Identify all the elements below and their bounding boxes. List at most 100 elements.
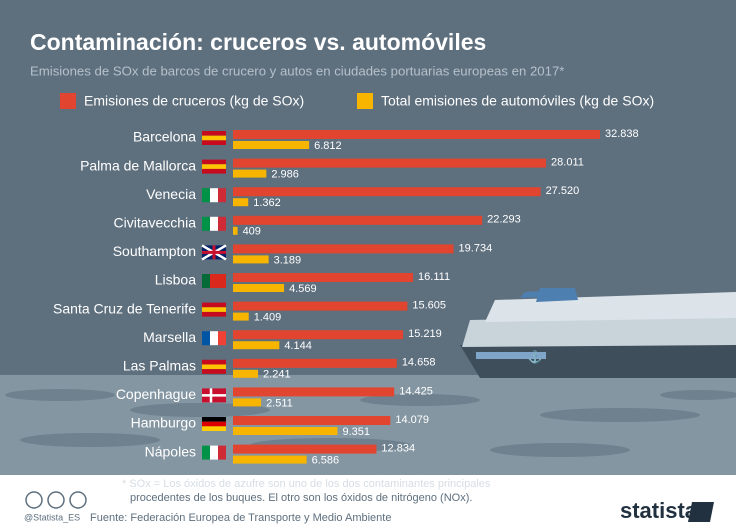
flag: [202, 312, 226, 317]
bar: [233, 416, 390, 425]
flag: [202, 364, 226, 369]
bar: [233, 198, 248, 206]
legend-swatch: [60, 93, 76, 109]
source: Fuente: Federación Europea de Transporte…: [90, 512, 391, 524]
flag: [202, 164, 226, 169]
category-label: Civitavecchia: [114, 215, 197, 231]
legend-label: Total emisiones de automóviles (kg de SO…: [381, 93, 654, 109]
flag: [218, 274, 226, 288]
flag: [202, 188, 210, 202]
flag: [202, 307, 226, 312]
credit: @Statista_ES: [24, 512, 80, 522]
logo-mark: [688, 502, 714, 522]
value-label: 12.834: [381, 443, 415, 455]
value-label: 28.011: [551, 157, 584, 169]
category-label: Copenhague: [116, 386, 196, 402]
value-label: 409: [243, 226, 261, 238]
bar: [233, 370, 258, 378]
value-label: 6.812: [314, 140, 342, 152]
value-label: 4.569: [289, 283, 317, 295]
flag: [210, 331, 218, 345]
category-label: Marsella: [143, 329, 196, 345]
value-label: 14.658: [402, 357, 436, 369]
value-label: 2.241: [263, 369, 291, 381]
bar: [233, 227, 238, 235]
category-label: Venecia: [146, 186, 196, 202]
bar: [233, 427, 338, 435]
flag: [202, 331, 210, 345]
flag: [202, 360, 226, 365]
value-label: 2.986: [271, 169, 299, 181]
flag: [210, 188, 218, 202]
flag: [202, 140, 226, 145]
flag: [210, 446, 218, 460]
bar: [233, 216, 482, 225]
value-label: 15.605: [412, 300, 446, 312]
svg-text:⚓: ⚓: [528, 350, 543, 364]
bar: [233, 456, 307, 464]
bar: [233, 141, 309, 149]
chart-title: Contaminación: cruceros vs. automóviles: [30, 29, 486, 55]
logo: statista: [620, 498, 698, 523]
category-label: Barcelona: [133, 129, 196, 145]
flag: [202, 303, 226, 308]
flag: [218, 217, 226, 231]
category-label: Hamburgo: [131, 415, 197, 431]
flag: [202, 426, 226, 431]
bar: [233, 255, 269, 263]
flag: [202, 274, 210, 288]
value-label: 2.511: [266, 397, 293, 409]
flag: [210, 217, 218, 231]
cruise-ship: ⚓: [460, 288, 736, 378]
category-label: Santa Cruz de Tenerife: [53, 300, 196, 316]
flag: [202, 446, 210, 460]
bar: [233, 341, 279, 349]
flag: [202, 131, 226, 136]
bar: [233, 359, 397, 368]
legend-label: Emisiones de cruceros (kg de SOx): [84, 93, 304, 109]
bar: [233, 330, 403, 339]
bar: [233, 387, 394, 396]
value-label: 19.734: [459, 242, 493, 254]
bar: [233, 284, 284, 292]
bar: [233, 159, 546, 168]
flag: [218, 188, 226, 202]
chart-subtitle: Emisiones de SOx de barcos de crucero y …: [30, 63, 564, 78]
value-label: 3.189: [274, 254, 302, 266]
category-label: Lisboa: [155, 272, 196, 288]
value-label: 9.351: [343, 426, 371, 438]
value-label: 15.219: [408, 328, 442, 340]
chart: ⚓ Contaminación: cruceros vs. automóvile…: [0, 0, 736, 529]
flag: [218, 331, 226, 345]
value-label: 27.520: [546, 185, 580, 197]
value-label: 16.111: [418, 271, 450, 283]
flag: [202, 160, 226, 165]
value-label: 32.838: [605, 128, 639, 140]
value-label: 22.293: [487, 214, 521, 226]
category-label: Palma de Mallorca: [80, 157, 196, 173]
bar: [233, 187, 541, 196]
flag: [202, 417, 226, 422]
value-label: 14.079: [395, 414, 429, 426]
value-label: 4.144: [284, 340, 312, 352]
legend-swatch: [357, 93, 373, 109]
bar: [233, 313, 249, 321]
value-label: 6.586: [312, 455, 340, 467]
flag: [202, 217, 210, 231]
flag: [202, 422, 226, 427]
flag: [218, 446, 226, 460]
bar: [233, 398, 261, 406]
bar: [233, 244, 454, 253]
footnote: * SOx = Los óxidos de azufre son uno de …: [122, 478, 491, 490]
category-label: Nápoles: [145, 443, 196, 459]
footnote: procedentes de los buques. El otro son l…: [130, 492, 472, 504]
flag: [202, 169, 226, 174]
bar: [233, 130, 600, 139]
category-label: Southampton: [113, 243, 196, 259]
category-label: Las Palmas: [123, 358, 196, 374]
flag: [210, 274, 218, 288]
bar: [233, 445, 376, 454]
bar: [233, 273, 413, 282]
flag: [202, 136, 226, 141]
bar: [233, 170, 266, 178]
